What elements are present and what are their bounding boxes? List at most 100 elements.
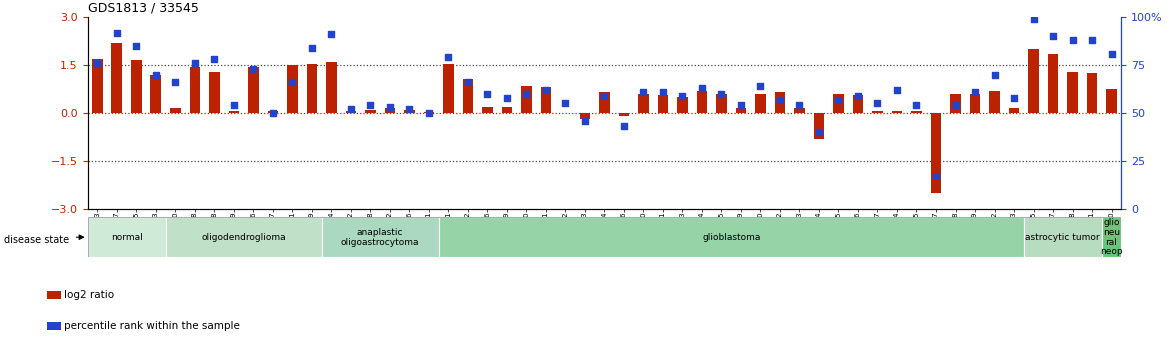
- Bar: [736, 108, 746, 113]
- Point: [439, 55, 458, 60]
- Bar: [248, 67, 259, 113]
- Bar: [189, 67, 200, 113]
- Point: [790, 102, 808, 108]
- Bar: [424, 112, 434, 113]
- Bar: [366, 110, 376, 113]
- Point: [146, 72, 165, 78]
- Point: [556, 101, 575, 106]
- Bar: [950, 94, 961, 113]
- Bar: [1028, 49, 1038, 113]
- Bar: [501, 107, 513, 113]
- Bar: [814, 113, 825, 139]
- Bar: [1068, 71, 1078, 113]
- Point: [478, 91, 496, 97]
- Text: anaplastic
oligoastrocytoma: anaplastic oligoastrocytoma: [341, 228, 419, 247]
- Bar: [171, 108, 181, 113]
- Bar: [794, 108, 805, 113]
- Point: [908, 102, 926, 108]
- Point: [654, 89, 673, 95]
- Point: [264, 110, 283, 116]
- Bar: [774, 92, 785, 113]
- Point: [829, 97, 848, 102]
- Bar: [833, 94, 843, 113]
- Text: GDS1813 / 33545: GDS1813 / 33545: [88, 2, 199, 15]
- Point: [401, 106, 419, 112]
- Bar: [541, 87, 551, 113]
- Point: [673, 93, 691, 99]
- Point: [809, 129, 828, 135]
- Bar: [443, 63, 454, 113]
- Point: [419, 110, 438, 116]
- Bar: [521, 86, 531, 113]
- Bar: [1086, 73, 1098, 113]
- Point: [283, 80, 301, 85]
- Bar: [911, 111, 922, 113]
- Bar: [306, 63, 318, 113]
- Text: normal: normal: [111, 233, 142, 242]
- Text: percentile rank within the sample: percentile rank within the sample: [64, 321, 241, 331]
- Point: [88, 60, 106, 66]
- Bar: [131, 60, 141, 113]
- Point: [1083, 38, 1101, 43]
- Bar: [872, 111, 883, 113]
- Bar: [326, 62, 336, 113]
- Bar: [88, 217, 166, 257]
- Point: [127, 43, 146, 49]
- Text: glio
neu
ral
neop: glio neu ral neop: [1100, 218, 1122, 256]
- Bar: [1048, 54, 1058, 113]
- Bar: [853, 96, 863, 113]
- Bar: [151, 75, 161, 113]
- Point: [303, 45, 321, 51]
- Point: [206, 57, 224, 62]
- Bar: [716, 94, 726, 113]
- Point: [731, 102, 750, 108]
- Point: [596, 93, 614, 99]
- Bar: [346, 111, 356, 113]
- Text: oligodendroglioma: oligodendroglioma: [201, 233, 286, 242]
- Point: [985, 72, 1003, 78]
- Point: [1063, 38, 1082, 43]
- Bar: [404, 110, 415, 113]
- Bar: [989, 91, 1000, 113]
- Point: [888, 87, 906, 93]
- Point: [107, 30, 126, 35]
- Point: [244, 66, 263, 72]
- Bar: [579, 113, 590, 119]
- Text: glioblastoma: glioblastoma: [702, 233, 760, 242]
- Point: [536, 87, 555, 93]
- Bar: [677, 97, 688, 113]
- Text: log2 ratio: log2 ratio: [64, 290, 114, 300]
- Point: [1004, 95, 1023, 100]
- Point: [322, 32, 341, 37]
- Point: [1024, 17, 1043, 22]
- Bar: [111, 43, 123, 113]
- Point: [224, 102, 243, 108]
- Bar: [287, 65, 298, 113]
- Point: [1044, 34, 1063, 39]
- Bar: [229, 111, 239, 113]
- Point: [341, 106, 360, 112]
- Point: [576, 118, 595, 124]
- Point: [751, 83, 770, 89]
- Point: [517, 91, 536, 97]
- Bar: [638, 94, 648, 113]
- Text: astrocytic tumor: astrocytic tumor: [1026, 233, 1100, 242]
- Bar: [931, 113, 941, 193]
- Point: [1103, 51, 1121, 56]
- Point: [926, 174, 945, 179]
- Point: [849, 93, 868, 99]
- Point: [693, 85, 711, 91]
- Point: [166, 80, 185, 85]
- Bar: [209, 71, 220, 113]
- Point: [634, 89, 653, 95]
- Bar: [463, 79, 473, 113]
- Bar: [658, 96, 668, 113]
- Point: [459, 80, 478, 85]
- Bar: [482, 107, 493, 113]
- Point: [868, 101, 887, 106]
- Bar: [267, 111, 278, 113]
- Bar: [969, 94, 980, 113]
- Text: disease state: disease state: [4, 235, 69, 245]
- Point: [361, 102, 380, 108]
- Bar: [619, 113, 630, 116]
